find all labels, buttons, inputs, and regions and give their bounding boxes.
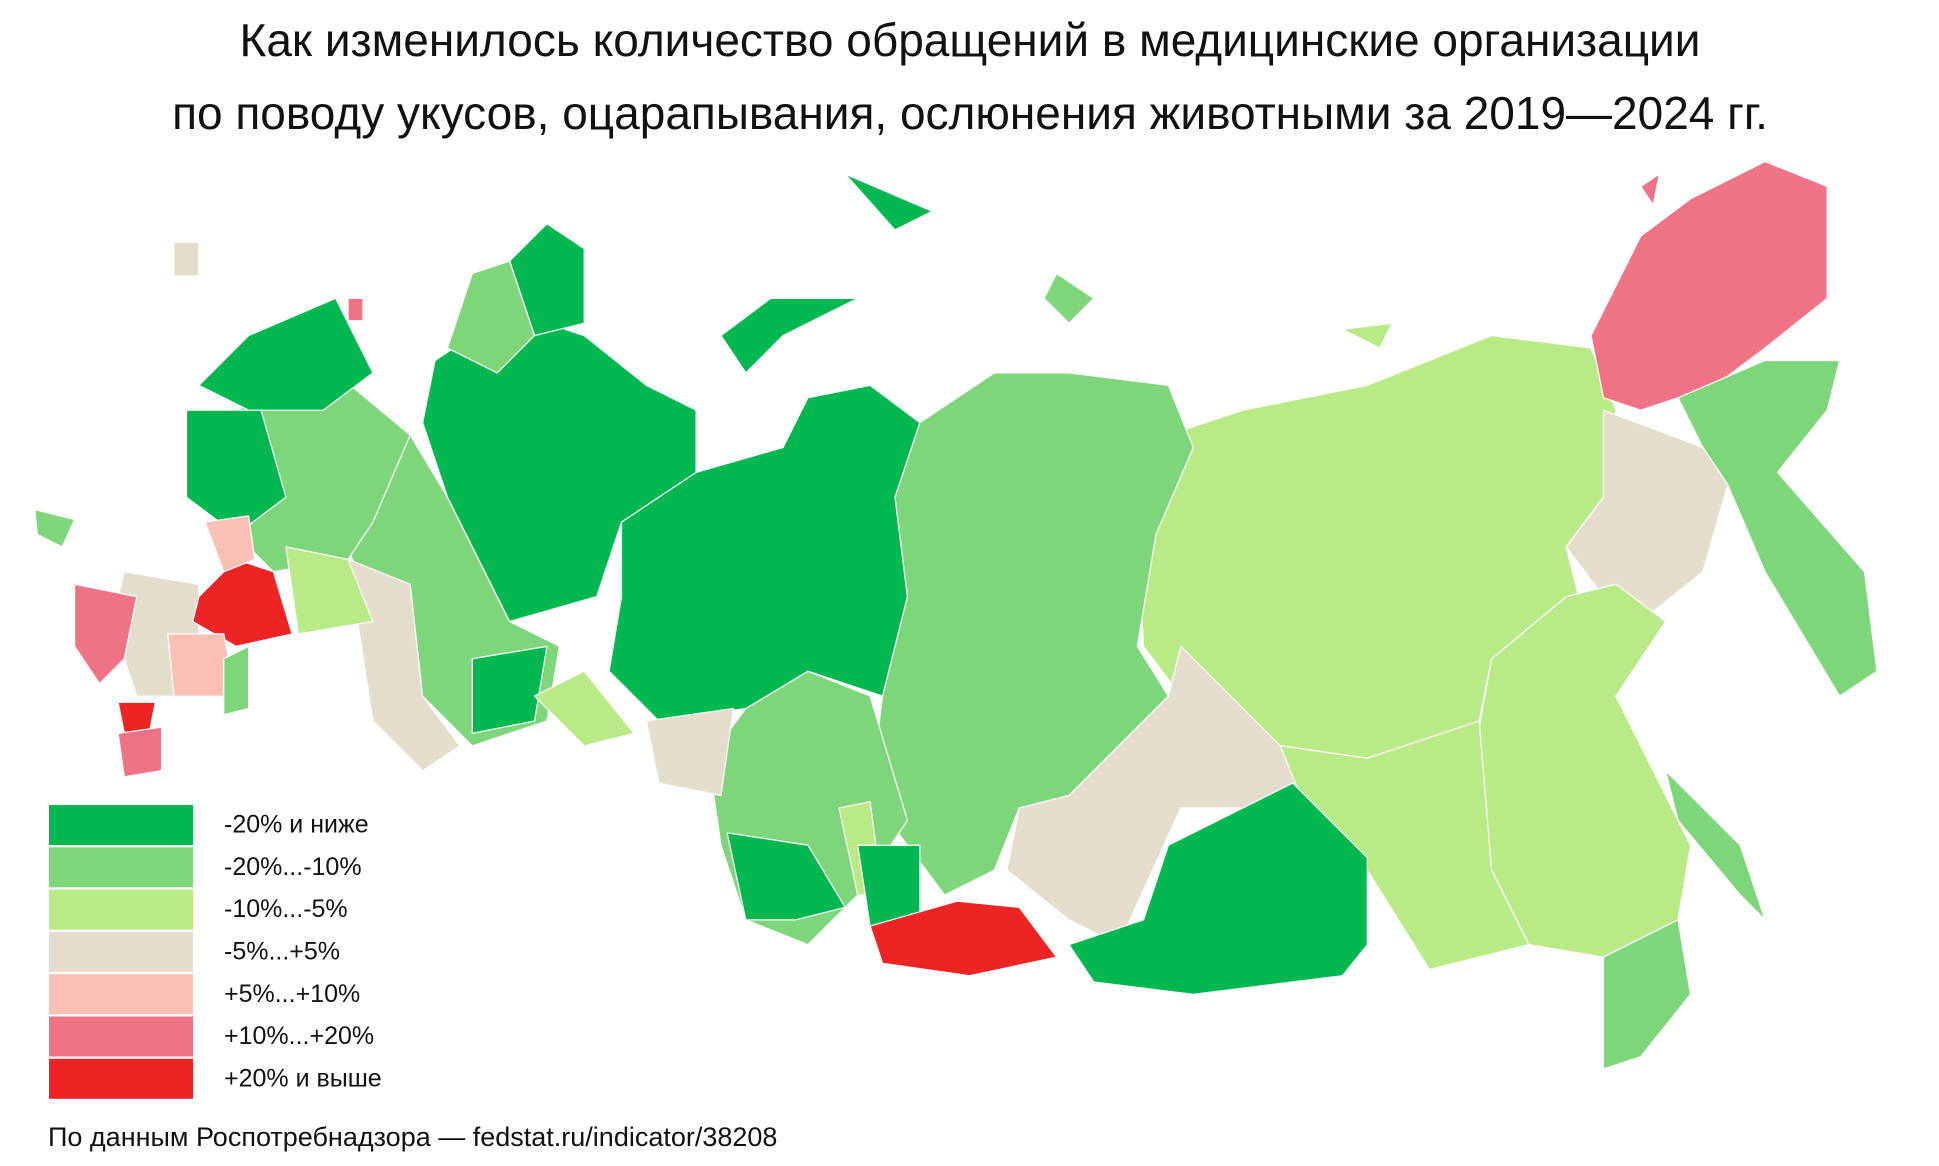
region — [347, 297, 364, 322]
legend-label: -20% и ниже — [224, 811, 369, 839]
region — [844, 173, 933, 231]
region — [726, 832, 846, 921]
region — [223, 645, 250, 716]
region — [1602, 919, 1692, 1070]
region — [1341, 322, 1393, 349]
source: По данным Роспотребнадзора — fedstat.ru/… — [48, 1122, 777, 1152]
region — [73, 583, 138, 685]
region — [1043, 272, 1095, 324]
region — [1640, 173, 1661, 206]
region — [608, 384, 921, 722]
region — [285, 546, 374, 635]
region — [471, 645, 548, 734]
region — [1590, 160, 1828, 411]
title-line: Как изменилось количество обращений в ме… — [240, 14, 1701, 66]
legend-swatch — [49, 805, 193, 845]
region — [1068, 782, 1368, 996]
legend: -20% и ниже -20%...-10% -10%...-5% -5%...+5… — [49, 805, 382, 1099]
region — [645, 707, 734, 797]
region — [720, 297, 859, 374]
region — [1664, 770, 1766, 921]
region — [185, 409, 287, 536]
region — [533, 670, 635, 747]
region — [173, 241, 200, 277]
region — [869, 900, 1058, 977]
legend-label: +20% и выше — [224, 1064, 382, 1092]
legend-label: -10%...-5% — [224, 895, 348, 923]
legend-swatch — [49, 847, 193, 888]
legend-label: -20%...-10% — [224, 853, 362, 881]
region — [446, 260, 536, 374]
region — [198, 297, 374, 411]
region — [347, 558, 461, 772]
legend-label: -5%...+5% — [224, 938, 340, 966]
legend-swatch — [49, 1016, 193, 1057]
map — [34, 160, 1878, 1070]
legend-label: +10%...+20% — [224, 1022, 374, 1050]
region — [34, 509, 76, 548]
title-line: по поводу укусов, оцарапывания, ослюнени… — [172, 87, 1768, 139]
region — [204, 515, 256, 573]
legend-swatch — [49, 931, 193, 972]
region — [421, 310, 697, 623]
legend-swatch — [49, 889, 193, 930]
legend-swatch — [49, 1058, 193, 1099]
legend-swatch — [49, 974, 193, 1015]
region — [117, 726, 163, 778]
legend-label: +5%...+10% — [224, 980, 360, 1008]
region — [1006, 645, 1306, 946]
region — [192, 558, 293, 647]
